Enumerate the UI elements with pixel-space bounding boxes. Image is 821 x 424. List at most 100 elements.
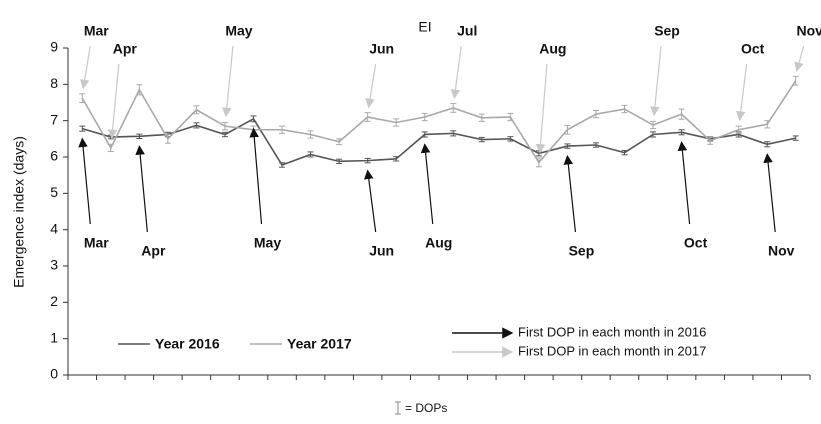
annotation-label: Mar xyxy=(84,23,109,39)
error-bar xyxy=(450,103,457,113)
error-bar xyxy=(221,121,228,131)
error-bar xyxy=(307,130,314,139)
error-bar xyxy=(650,120,657,130)
y-tick-label: 6 xyxy=(50,148,58,164)
error-bar xyxy=(507,112,514,122)
annotation-arrow xyxy=(365,63,377,109)
series-line xyxy=(81,80,797,164)
error-bar xyxy=(79,93,86,103)
annotation-label: Jul xyxy=(457,23,477,39)
error-bar xyxy=(421,112,428,122)
error-bar xyxy=(564,143,571,149)
annotation-arrow xyxy=(763,153,776,233)
error-bar xyxy=(336,158,343,165)
annotation-arrow xyxy=(420,143,434,225)
error-bar xyxy=(79,125,86,132)
error-bar xyxy=(792,135,799,141)
annotation-arrow xyxy=(735,63,748,121)
annotation-arrow xyxy=(135,145,148,233)
error-bar xyxy=(621,104,628,114)
error-bar xyxy=(393,118,400,127)
y-tick-label: 4 xyxy=(50,220,58,236)
error-bar xyxy=(221,131,228,138)
chart-title: EI xyxy=(418,19,431,35)
annotation-arrow xyxy=(222,45,234,118)
error-bar xyxy=(136,84,143,96)
error-bar xyxy=(592,109,599,119)
legend-label: Year 2017 xyxy=(287,336,352,352)
legend-label: First DOP in each month in 2017 xyxy=(518,343,706,358)
error-bar xyxy=(707,136,714,145)
error-bar xyxy=(535,157,542,168)
annotation-label: May xyxy=(254,235,281,251)
error-bar xyxy=(307,151,314,158)
error-bar xyxy=(393,156,400,162)
error-bar xyxy=(621,149,628,156)
dop-icon xyxy=(395,401,401,415)
y-tick-label: 9 xyxy=(50,39,58,55)
legend-label: Year 2016 xyxy=(155,336,220,352)
annotation-arrow xyxy=(794,45,805,72)
error-bar xyxy=(735,125,742,134)
y-tick-label: 5 xyxy=(50,184,58,200)
error-bar xyxy=(107,143,114,153)
annotation-label: Apr xyxy=(141,243,166,259)
annotation-arrow xyxy=(79,45,91,90)
legend-label: First DOP in each month in 2016 xyxy=(518,324,706,339)
error-bar xyxy=(478,136,485,143)
error-bar xyxy=(792,75,799,86)
error-bar xyxy=(764,141,771,148)
error-bar xyxy=(678,108,685,120)
annotation-label: May xyxy=(225,23,252,39)
error-bar xyxy=(764,120,771,129)
annotation-label: Jun xyxy=(369,243,394,259)
y-tick-label: 3 xyxy=(50,257,58,273)
annotation-label: Aug xyxy=(539,41,566,57)
error-bar xyxy=(279,162,286,168)
error-bar xyxy=(193,105,200,115)
annotation-arrow xyxy=(107,63,120,140)
annotation-label: Sep xyxy=(654,23,680,39)
y-tick-label: 0 xyxy=(50,366,58,382)
y-axis-label: Emergence index (days) xyxy=(11,136,27,288)
error-bar xyxy=(336,138,343,146)
error-bar xyxy=(650,131,657,138)
annotation-arrow xyxy=(650,45,662,117)
error-bar xyxy=(421,131,428,138)
series-line xyxy=(82,117,796,166)
y-tick-label: 1 xyxy=(50,329,58,345)
annotation-label: Apr xyxy=(113,41,138,57)
error-bar xyxy=(193,122,200,129)
error-bar xyxy=(279,125,286,134)
y-tick-label: 8 xyxy=(50,75,58,91)
annotation-arrow xyxy=(563,154,577,233)
annotation-label: Sep xyxy=(569,243,595,259)
annotation-label: Mar xyxy=(84,235,109,251)
annotation-arrow xyxy=(677,141,691,225)
annotation-label: Jun xyxy=(369,41,394,57)
error-bar xyxy=(364,157,371,164)
dop-note: = DOPs xyxy=(405,401,447,415)
annotation-arrow xyxy=(249,127,263,225)
annotation-arrow xyxy=(450,45,462,100)
error-bar xyxy=(364,112,371,122)
annotation-label: Nov xyxy=(768,243,795,259)
error-bar xyxy=(592,142,599,148)
error-bar xyxy=(507,136,514,142)
y-tick-label: 2 xyxy=(50,293,58,309)
error-bar xyxy=(250,115,257,123)
error-bar xyxy=(164,133,171,144)
error-bar xyxy=(450,130,457,137)
annotation-arrow xyxy=(535,63,548,154)
error-bar xyxy=(678,129,685,136)
annotation-arrow xyxy=(78,137,91,225)
y-tick-label: 7 xyxy=(50,111,58,127)
error-bar xyxy=(136,133,143,139)
error-bar xyxy=(478,113,485,122)
error-bar xyxy=(564,124,571,135)
annotation-label: Aug xyxy=(425,235,452,251)
annotation-arrow xyxy=(363,169,377,233)
annotation-label: Oct xyxy=(741,41,765,57)
annotation-label: Oct xyxy=(684,235,708,251)
